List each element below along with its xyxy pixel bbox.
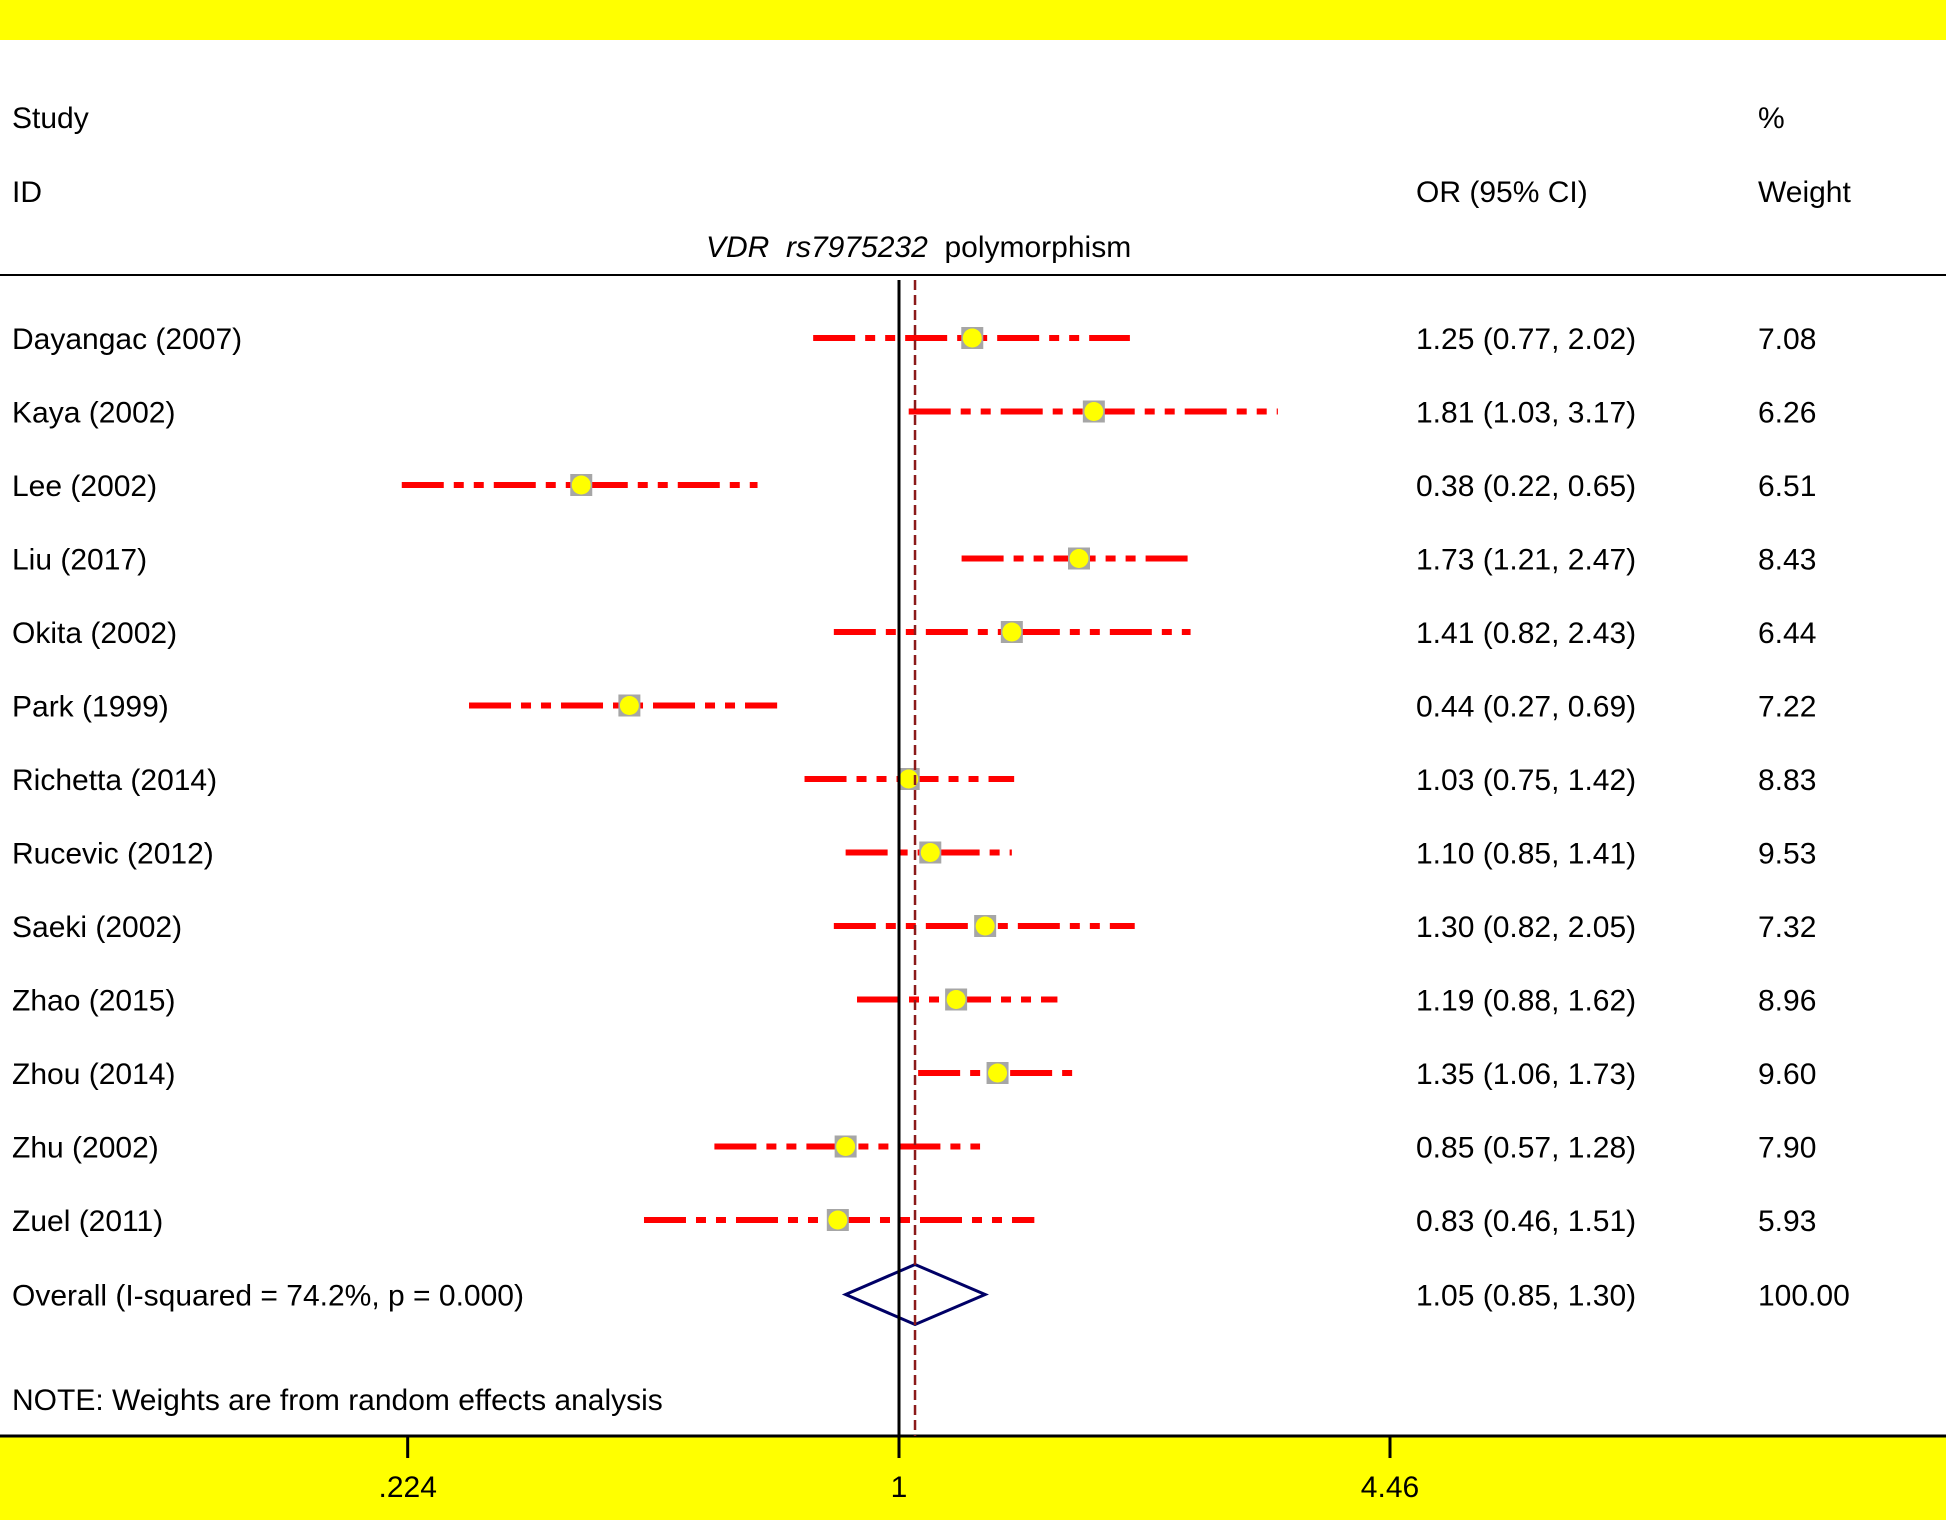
study-rows: Dayangac (2007) 1.25 (0.77, 2.02) 7.08 Kaya… <box>12 323 1850 1327</box>
point-estimate-marker <box>946 990 966 1009</box>
study-row: Zhao (2015) 1.19 (0.88, 1.62) 8.96 <box>12 985 1816 1018</box>
subtitle: VDR rs7975232 polymorphism <box>706 231 1131 264</box>
study-id: Okita (2002) <box>12 617 177 650</box>
subtitle-polymorphism: polymorphism <box>944 231 1131 264</box>
point-estimate-marker <box>962 328 982 348</box>
note-text: NOTE: Weights are from random effects an… <box>12 1384 663 1417</box>
study-row: Dayangac (2007) 1.25 (0.77, 2.02) 7.08 <box>12 323 1816 356</box>
or-ci-value: 1.25 (0.77, 2.02) <box>1416 323 1636 356</box>
weight-value: 7.08 <box>1758 323 1816 356</box>
or-ci-value: 1.03 (0.75, 1.42) <box>1416 764 1636 797</box>
study-row: Zhu (2002) 0.85 (0.57, 1.28) 7.90 <box>12 1132 1816 1165</box>
point-estimate-marker <box>1069 549 1089 568</box>
or-ci-value: 1.73 (1.21, 2.47) <box>1416 544 1636 577</box>
top-yellow-band <box>0 0 1946 40</box>
study-row: Park (1999) 0.44 (0.27, 0.69) 7.22 <box>12 691 1816 724</box>
weight-value: 5.93 <box>1758 1205 1816 1238</box>
weight-value: 7.32 <box>1758 911 1816 944</box>
x-tick-label: 1 <box>891 1471 908 1504</box>
point-estimate-marker <box>975 916 995 936</box>
study-row: Liu (2017) 1.73 (1.21, 2.47) 8.43 <box>12 544 1816 577</box>
or-ci-value: 0.83 (0.46, 1.51) <box>1416 1205 1636 1238</box>
overall-or-ci: 1.05 (0.85, 1.30) <box>1416 1280 1636 1313</box>
header-study: Study <box>12 102 89 135</box>
header-percent: % <box>1758 102 1785 135</box>
x-tick-label: .224 <box>378 1471 436 1504</box>
study-row: Saeki (2002) 1.30 (0.82, 2.05) 7.32 <box>12 911 1816 944</box>
study-row: Lee (2002) 0.38 (0.22, 0.65) 6.51 <box>12 470 1816 503</box>
overall-label: Overall (I-squared = 74.2%, p = 0.000) <box>12 1280 524 1313</box>
point-estimate-marker <box>828 1210 848 1230</box>
or-ci-value: 1.30 (0.82, 2.05) <box>1416 911 1636 944</box>
point-estimate-marker <box>920 843 940 862</box>
study-row: Zhou (2014) 1.35 (1.06, 1.73) 9.60 <box>12 1058 1816 1091</box>
point-estimate-marker <box>836 1137 856 1156</box>
header-id: ID <box>12 176 42 209</box>
subtitle-suffix <box>928 231 945 264</box>
study-id: Zuel (2011) <box>12 1205 163 1238</box>
x-axis: .224 1 4.46 <box>378 280 1419 1504</box>
weight-value: 7.22 <box>1758 691 1816 724</box>
study-row: Richetta (2014) 1.03 (0.75, 1.42) 8.83 <box>12 764 1816 797</box>
or-ci-value: 1.19 (0.88, 1.62) <box>1416 985 1636 1018</box>
study-id: Rucevic (2012) <box>12 838 214 871</box>
study-id: Kaya (2002) <box>12 397 175 430</box>
weight-value: 6.44 <box>1758 617 1816 650</box>
point-estimate-marker <box>619 696 639 715</box>
weight-value: 7.90 <box>1758 1132 1816 1165</box>
weight-value: 6.26 <box>1758 397 1816 430</box>
header-or-ci: OR (95% CI) <box>1416 176 1588 209</box>
weight-value: 8.43 <box>1758 544 1816 577</box>
study-id: Saeki (2002) <box>12 911 182 944</box>
or-ci-value: 0.85 (0.57, 1.28) <box>1416 1132 1636 1165</box>
subtitle-gene: VDR rs7975232 <box>706 231 928 264</box>
x-tick-label: 4.46 <box>1361 1471 1419 1504</box>
weight-value: 8.96 <box>1758 985 1816 1018</box>
weight-value: 9.53 <box>1758 838 1816 871</box>
study-row: Zuel (2011) 0.83 (0.46, 1.51) 5.93 <box>12 1205 1816 1238</box>
or-ci-value: 0.38 (0.22, 0.65) <box>1416 470 1636 503</box>
or-ci-value: 1.35 (1.06, 1.73) <box>1416 1058 1636 1091</box>
or-ci-value: 1.10 (0.85, 1.41) <box>1416 838 1636 871</box>
study-id: Lee (2002) <box>12 470 157 503</box>
point-estimate-marker <box>1002 622 1022 642</box>
axis-yellow-band <box>0 1435 1946 1520</box>
study-id: Richetta (2014) <box>12 764 217 797</box>
overall-weight: 100.00 <box>1758 1280 1850 1313</box>
study-id: Zhou (2014) <box>12 1058 175 1091</box>
or-ci-value: 1.41 (0.82, 2.43) <box>1416 617 1636 650</box>
study-id: Zhu (2002) <box>12 1132 159 1165</box>
point-estimate-marker <box>571 475 591 495</box>
study-id: Zhao (2015) <box>12 985 175 1018</box>
weight-value: 8.83 <box>1758 764 1816 797</box>
study-row: Okita (2002) 1.41 (0.82, 2.43) 6.44 <box>12 617 1816 650</box>
study-id: Park (1999) <box>12 691 169 724</box>
overall-row: Overall (I-squared = 74.2%, p = 0.000) 1.… <box>12 1262 1850 1327</box>
or-ci-value: 0.44 (0.27, 0.69) <box>1416 691 1636 724</box>
study-row: Rucevic (2012) 1.10 (0.85, 1.41) 9.53 <box>12 838 1816 871</box>
weight-value: 6.51 <box>1758 470 1816 503</box>
study-id: Liu (2017) <box>12 544 147 577</box>
point-estimate-marker <box>988 1063 1008 1083</box>
overall-diamond <box>841 1262 989 1327</box>
study-id: Dayangac (2007) <box>12 323 242 356</box>
or-ci-value: 1.81 (1.03, 3.17) <box>1416 397 1636 430</box>
study-row: Kaya (2002) 1.81 (1.03, 3.17) 6.26 <box>12 397 1816 430</box>
weight-value: 9.60 <box>1758 1058 1816 1091</box>
header-weight: Weight <box>1758 176 1851 209</box>
point-estimate-marker <box>1084 402 1104 421</box>
point-estimate-marker <box>899 769 919 789</box>
